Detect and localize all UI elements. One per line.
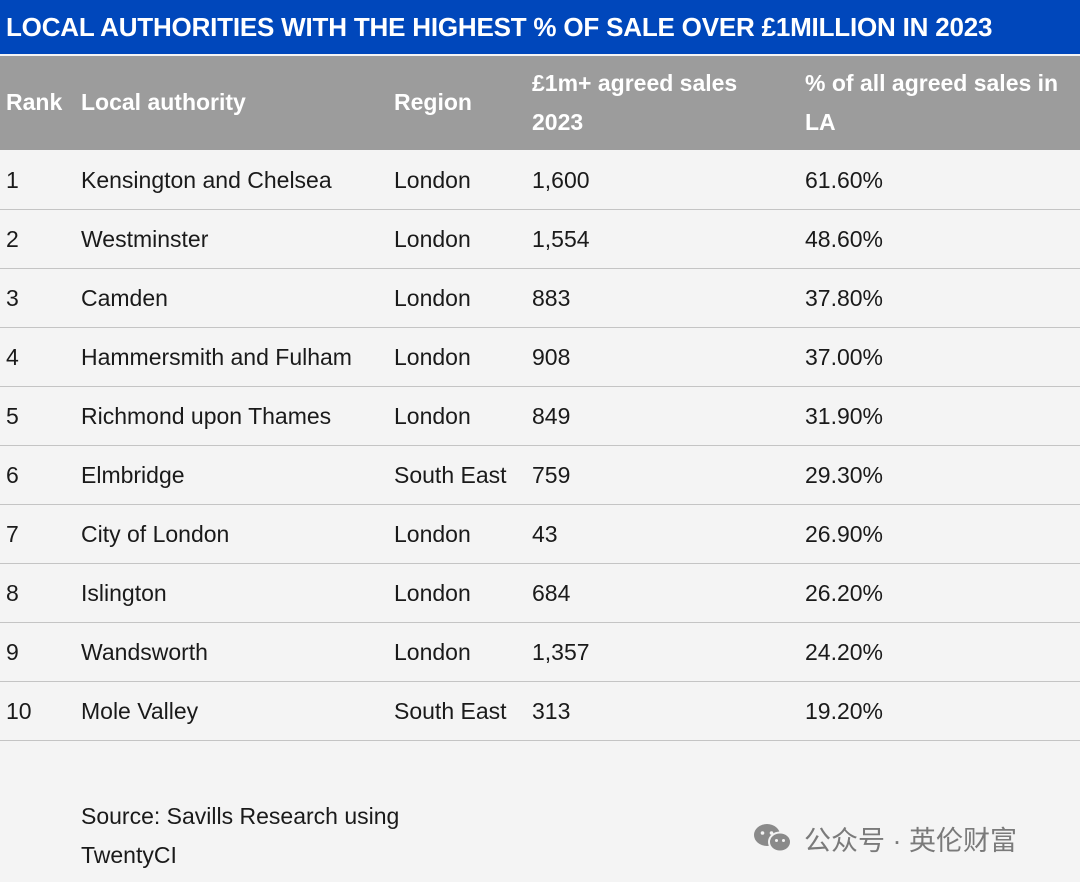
cell-local-authority: Kensington and Chelsea [81, 167, 332, 193]
cell-rank: 3 [6, 285, 19, 311]
cell-rank: 9 [6, 639, 19, 665]
cell-percent-of-sales: 26.20% [805, 580, 884, 606]
cell-rank: 5 [6, 403, 19, 429]
cell-local-authority: Islington [81, 580, 167, 606]
header-region: Region [394, 89, 472, 115]
cell-region: London [394, 580, 471, 606]
cell-local-authority: Richmond upon Thames [81, 403, 332, 429]
cell-agreed-sales: 908 [532, 344, 571, 370]
cell-rank: 6 [6, 462, 19, 488]
cell-agreed-sales: 759 [532, 462, 571, 488]
cell-local-authority: Mole Valley [81, 698, 199, 724]
cell-region: London [394, 403, 471, 429]
cell-agreed-sales: 883 [532, 285, 571, 311]
cell-region: London [394, 344, 471, 370]
table-row: 8 Islington London 684 26.20% [0, 564, 1080, 623]
header-percent-of-sales: % of all agreed sales in LA [805, 70, 1059, 135]
cell-local-authority: Elmbridge [81, 462, 185, 488]
header-local-authority: Local authority [81, 89, 246, 115]
cell-region: South East [394, 698, 507, 724]
table-row: 2 Westminster London 1,554 48.60% [0, 210, 1080, 269]
cell-region: London [394, 521, 471, 547]
cell-rank: 7 [6, 521, 19, 547]
cell-region: London [394, 285, 471, 311]
table-row: 10 Mole Valley South East 313 19.20% [0, 682, 1080, 741]
header-agreed-sales: £1m+ agreed sales 2023 [532, 70, 738, 135]
cell-percent-of-sales: 61.60% [805, 167, 884, 193]
cell-region: London [394, 639, 471, 665]
cell-local-authority: Camden [81, 285, 168, 311]
watermark: 公众号 · 英伦财富 [752, 818, 1017, 858]
cell-percent-of-sales: 48.60% [805, 226, 884, 252]
source-note: Source: Savills Research using TwentyCI [81, 803, 400, 868]
cell-rank: 1 [6, 167, 19, 193]
cell-local-authority: Wandsworth [81, 639, 208, 665]
table-row: 9 Wandsworth London 1,357 24.20% [0, 623, 1080, 682]
header-rank: Rank [6, 89, 63, 115]
cell-agreed-sales: 313 [532, 698, 571, 724]
table-row: 7 City of London London 43 26.90% [0, 505, 1080, 564]
cell-agreed-sales: 1,600 [532, 167, 590, 193]
cell-agreed-sales: 1,357 [532, 639, 590, 665]
cell-region: London [394, 167, 471, 193]
cell-percent-of-sales: 26.90% [805, 521, 884, 547]
cell-percent-of-sales: 37.00% [805, 344, 884, 370]
cell-agreed-sales: 1,554 [532, 226, 590, 252]
table-row: 4 Hammersmith and Fulham London 908 37.00% [0, 328, 1080, 387]
wechat-icon [754, 824, 792, 853]
watermark-text: 公众号 · 英伦财富 [804, 825, 1017, 856]
cell-agreed-sales: 43 [532, 521, 558, 547]
cell-region: South East [394, 462, 507, 488]
cell-agreed-sales: 849 [532, 403, 571, 429]
cell-region: London [394, 226, 471, 252]
table-row: 3 Camden London 883 37.80% [0, 269, 1080, 328]
cell-percent-of-sales: 37.80% [805, 285, 884, 311]
cell-percent-of-sales: 24.20% [805, 639, 884, 665]
table-row: 6 Elmbridge South East 759 29.30% [0, 446, 1080, 505]
cell-agreed-sales: 684 [532, 580, 571, 606]
cell-percent-of-sales: 31.90% [805, 403, 884, 429]
cell-rank: 4 [6, 344, 19, 370]
cell-rank: 2 [6, 226, 19, 252]
cell-rank: 10 [6, 698, 32, 724]
cell-percent-of-sales: 19.20% [805, 698, 884, 724]
table-title: LOCAL AUTHORITIES WITH THE HIGHEST % OF … [0, 0, 1080, 54]
cell-local-authority: City of London [81, 521, 230, 547]
table-row: 5 Richmond upon Thames London 849 31.90% [0, 387, 1080, 446]
table-row: 1 Kensington and Chelsea London 1,600 61.60% [0, 151, 1080, 210]
table-header-row: Rank Local authority Region £1m+ agreed … [0, 56, 1080, 150]
cell-rank: 8 [6, 580, 19, 606]
cell-percent-of-sales: 29.30% [805, 462, 884, 488]
cell-local-authority: Westminster [81, 226, 209, 252]
cell-local-authority: Hammersmith and Fulham [81, 344, 352, 370]
